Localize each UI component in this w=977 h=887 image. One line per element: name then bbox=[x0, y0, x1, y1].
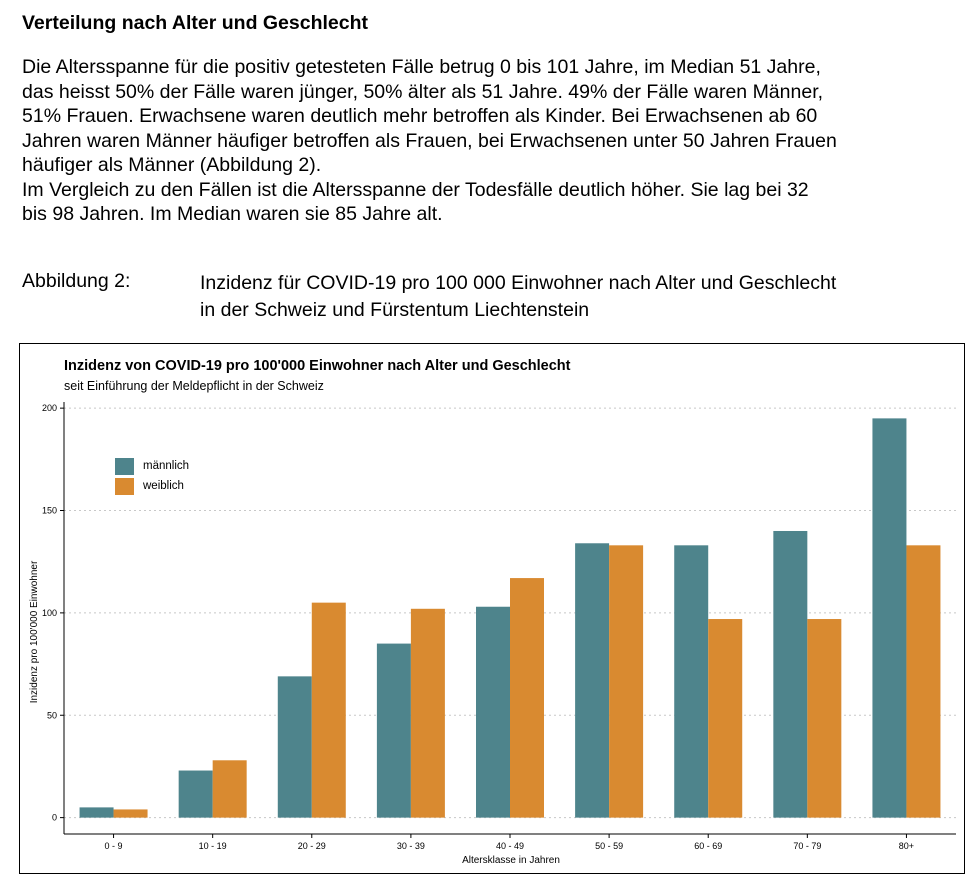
bar-weiblich bbox=[906, 545, 941, 818]
section-heading: Verteilung nach Alter und Geschlecht bbox=[22, 12, 369, 34]
figure-caption-line: Inzidenz für COVID-19 pro 100 000 Einwoh… bbox=[200, 272, 837, 294]
y-axis-label: Inzidenz pro 100'000 Einwohner bbox=[29, 560, 40, 703]
bar-weiblich bbox=[510, 578, 544, 818]
paragraph-line: bis 98 Jahren. Im Median waren sie 85 Ja… bbox=[22, 203, 443, 225]
figure-caption-line: in der Schweiz und Fürstentum Liechtenst… bbox=[200, 299, 590, 321]
body-paragraph: Die Altersspanne für die positiv geteste… bbox=[22, 55, 967, 227]
x-tick-label: 0 - 9 bbox=[105, 841, 123, 851]
bar-maennlich bbox=[476, 606, 510, 818]
bar-weiblich bbox=[807, 619, 842, 818]
x-tick-label: 10 - 19 bbox=[199, 841, 227, 851]
bar-weiblich bbox=[708, 619, 743, 818]
x-tick-label: 40 - 49 bbox=[496, 841, 524, 851]
paragraph-line: 51% Frauen. Erwachsene waren deutlich me… bbox=[22, 105, 818, 127]
legend-label: weiblich bbox=[143, 480, 184, 492]
paragraph-line: das heisst 50% der Fälle waren jünger, 5… bbox=[22, 80, 824, 103]
figure-label: Abbildung 2: bbox=[22, 270, 131, 292]
chart-frame: Inzidenz von COVID-19 pro 100'000 Einwoh… bbox=[19, 343, 965, 874]
y-tick-label: 0 bbox=[52, 813, 57, 823]
bar-maennlich bbox=[79, 807, 114, 818]
y-tick-label: 150 bbox=[42, 506, 57, 516]
x-tick-label: 50 - 59 bbox=[595, 841, 623, 851]
x-tick-label: 20 - 29 bbox=[298, 841, 326, 851]
x-tick-label: 30 - 39 bbox=[397, 841, 425, 851]
bar-chart: Inzidenz von COVID-19 pro 100'000 Einwoh… bbox=[29, 358, 956, 866]
x-axis-label: Altersklasse in Jahren bbox=[462, 855, 560, 866]
y-tick-label: 50 bbox=[47, 710, 57, 720]
bars bbox=[79, 418, 941, 818]
figure-caption: Inzidenz für COVID-19 pro 100 000 Einwoh… bbox=[200, 270, 960, 324]
chart-subtitle: seit Einführung der Meldepflicht in der … bbox=[64, 379, 324, 393]
bar-maennlich bbox=[376, 643, 411, 818]
paragraph-line: häufiger als Männer (Abbildung 2). bbox=[22, 154, 322, 176]
bar-weiblich bbox=[212, 760, 247, 818]
bar-maennlich bbox=[178, 770, 213, 818]
bar-maennlich bbox=[872, 418, 907, 818]
bar-maennlich bbox=[277, 676, 312, 818]
paragraph-line: Im Vergleich zu den Fällen ist die Alter… bbox=[22, 178, 809, 201]
y-tick-label: 100 bbox=[42, 608, 57, 618]
axes: 0 50 100 150 200 0 - 9 10 - 19 20 - 29 30 - 39 40… bbox=[42, 402, 956, 851]
bar-maennlich bbox=[674, 545, 709, 818]
paragraph-line: Jahren waren Männer häufiger betroffen a… bbox=[22, 129, 837, 152]
x-tick-label: 80+ bbox=[899, 841, 914, 851]
bar-maennlich bbox=[773, 530, 808, 818]
legend-item-weiblich: weiblich bbox=[115, 476, 189, 496]
x-tick-label: 60 - 69 bbox=[694, 841, 722, 851]
legend-swatch bbox=[115, 457, 134, 475]
legend-item-maennlich: männlich bbox=[115, 456, 189, 476]
chart-legend: männlich weiblich bbox=[115, 456, 189, 496]
bar-maennlich bbox=[575, 543, 610, 818]
legend-label: männlich bbox=[143, 460, 190, 472]
legend-swatch bbox=[115, 477, 134, 495]
x-tick-label: 70 - 79 bbox=[793, 841, 821, 851]
paragraph-line: Die Altersspanne für die positiv geteste… bbox=[22, 56, 821, 78]
bar-weiblich bbox=[609, 545, 644, 818]
bar-weiblich bbox=[311, 602, 346, 818]
y-tick-label: 200 bbox=[42, 403, 57, 413]
chart-title: Inzidenz von COVID-19 pro 100'000 Einwoh… bbox=[64, 358, 571, 374]
bar-weiblich bbox=[113, 809, 148, 818]
bar-weiblich bbox=[410, 608, 445, 818]
